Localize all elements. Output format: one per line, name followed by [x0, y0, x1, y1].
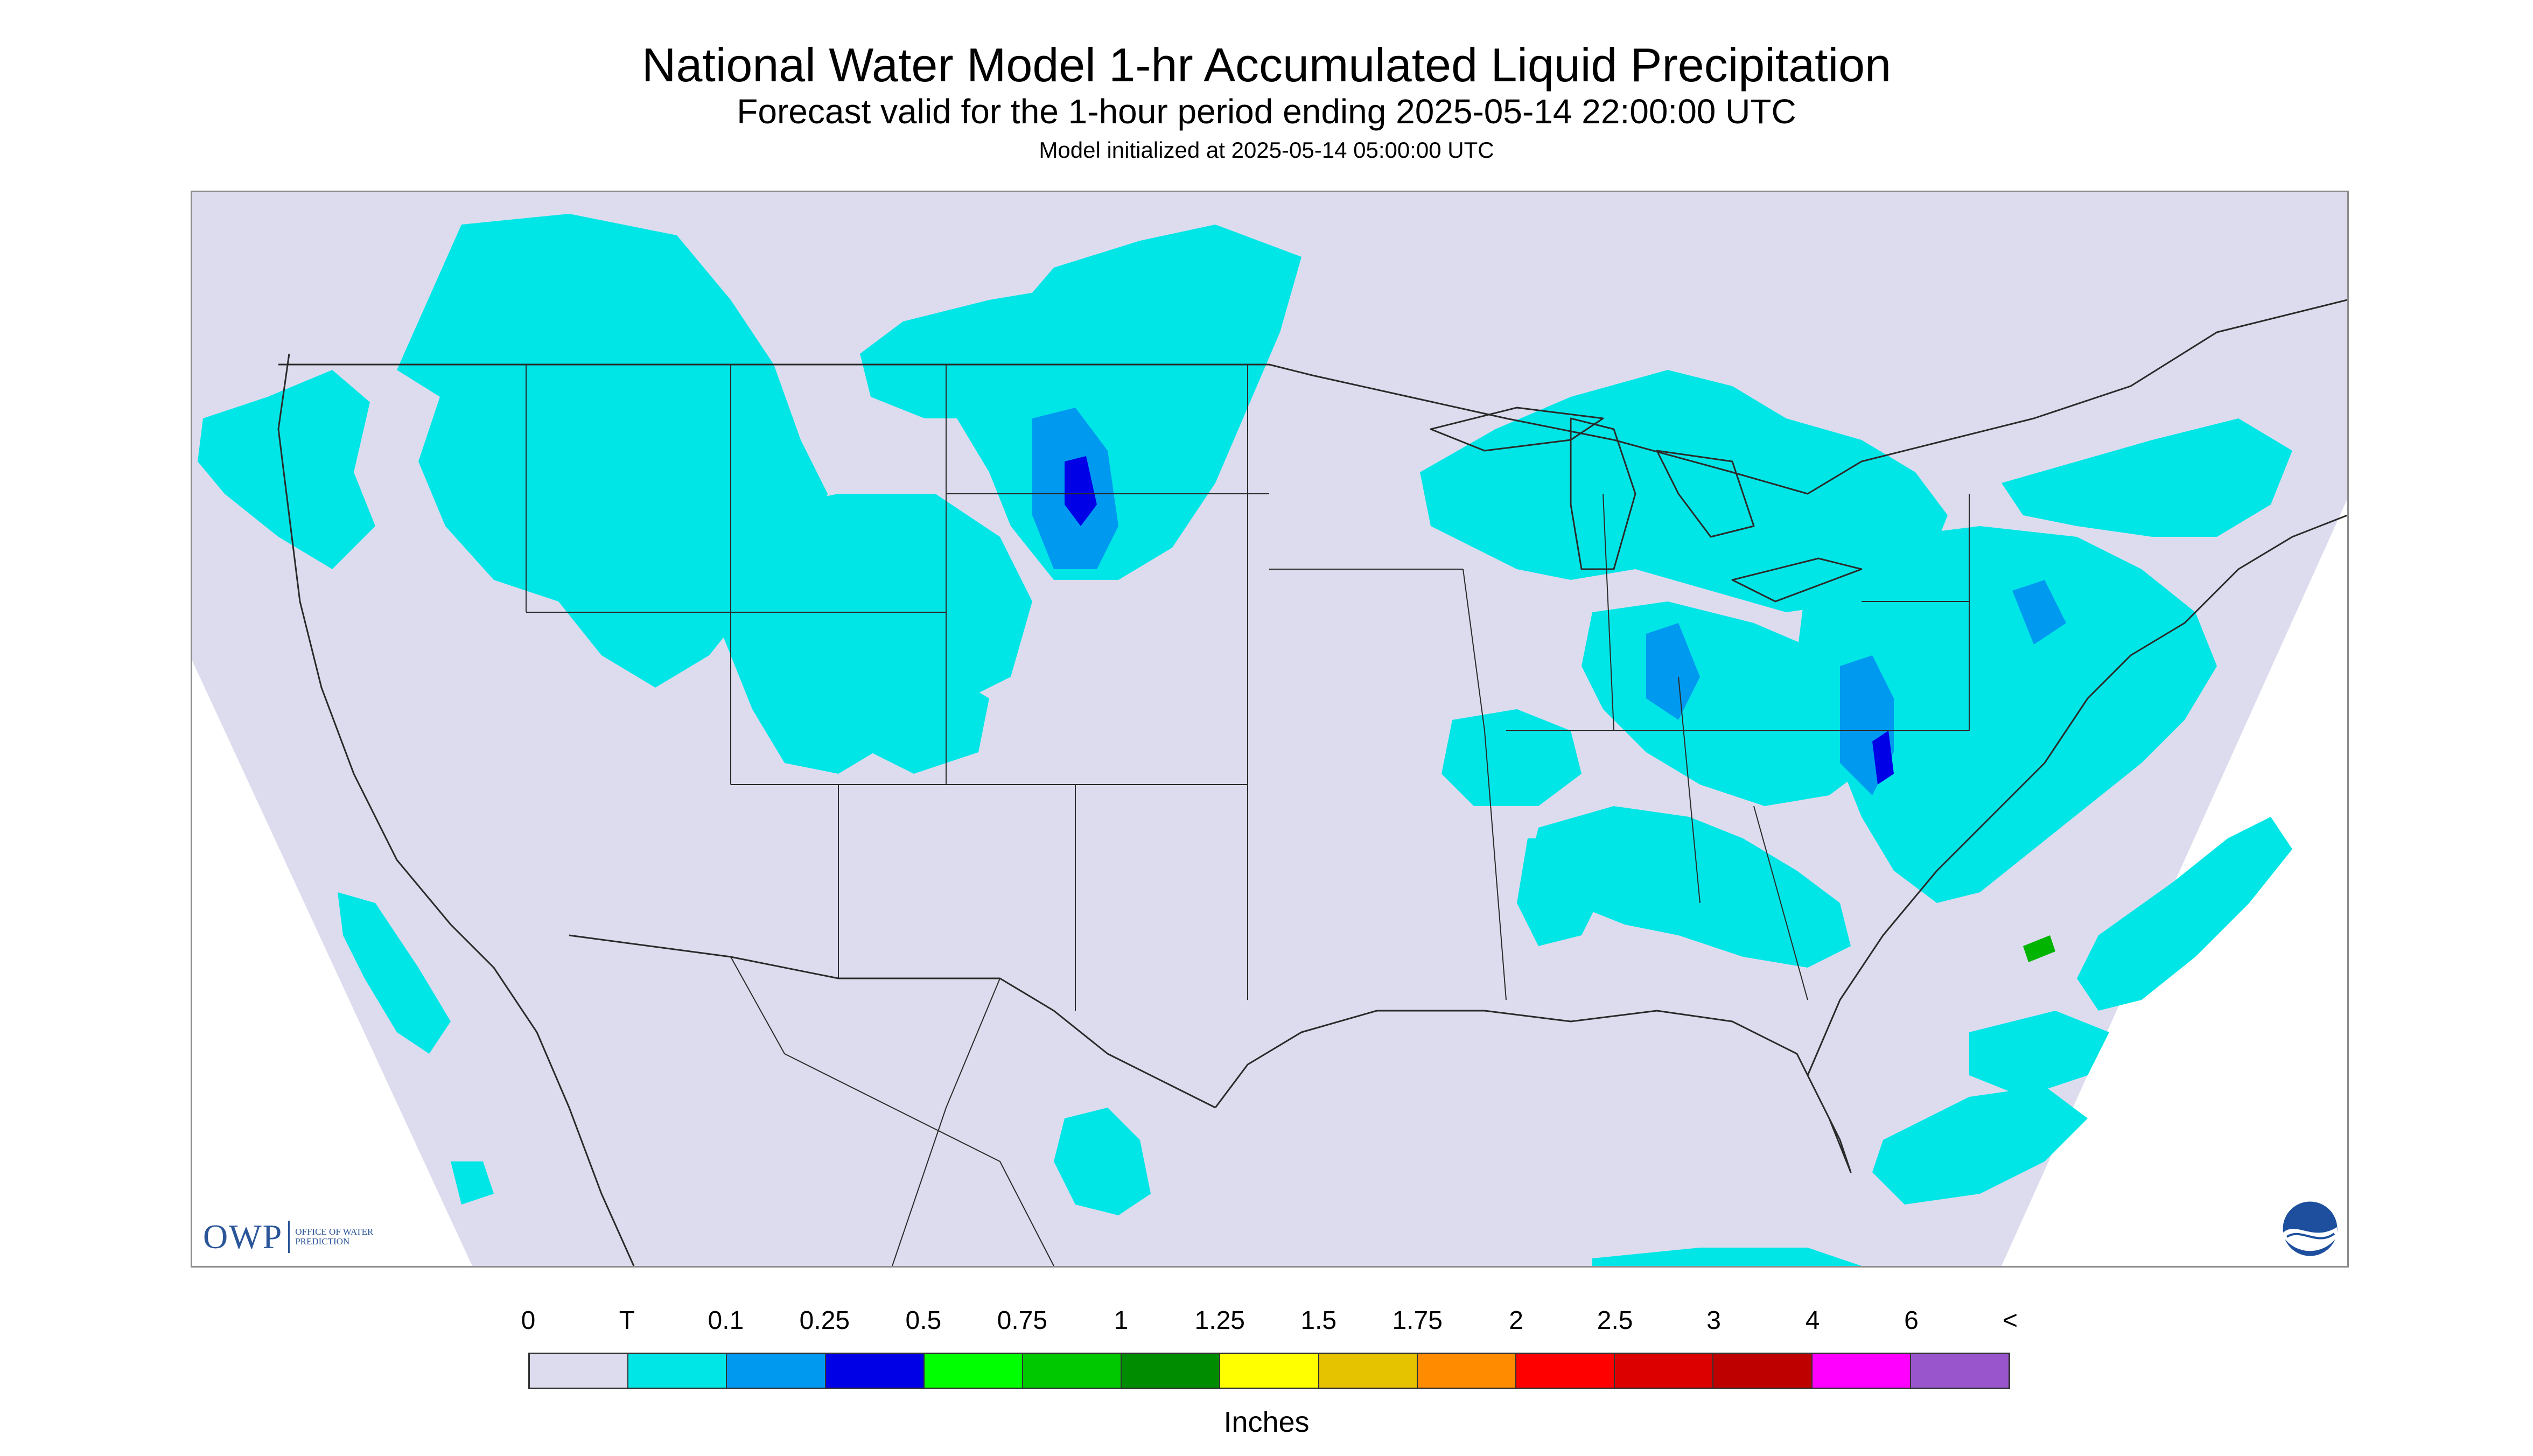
political-boundaries [277, 299, 2347, 1266]
legend-label-0: 0 [521, 1306, 536, 1335]
legend-swatch-13 [1812, 1354, 1911, 1388]
legend-label-13: 4 [1805, 1306, 1820, 1335]
map-subtitle: Forecast valid for the 1-hour period end… [737, 92, 1796, 131]
legend-label-12: 3 [1706, 1306, 1721, 1335]
lake-superior [1430, 407, 1604, 452]
legend-swatch-8 [1319, 1354, 1418, 1388]
legend-swatch-2 [727, 1354, 826, 1388]
legend-swatch-1 [628, 1354, 727, 1388]
precip-ny-core [2012, 580, 2066, 645]
legend-label-7: 1.25 [1194, 1306, 1245, 1335]
precip-color-legend [528, 1353, 2010, 1389]
legend-label-3: 0.25 [799, 1306, 850, 1335]
legend-swatch-12 [1713, 1354, 1813, 1388]
gulf-coast [1214, 514, 2347, 1173]
legend-swatch-5 [1023, 1354, 1122, 1388]
owp-mark: OWP [203, 1217, 283, 1256]
legend-label-9: 1.75 [1392, 1306, 1443, 1335]
precip-northeast [2002, 418, 2292, 537]
owp-logo: OWP OFFICE OF WATER PREDICTION [203, 1215, 376, 1258]
map-title: National Water Model 1-hr Accumulated Li… [641, 38, 1892, 92]
precip-northern-plains [914, 225, 1302, 580]
legend-label-1: T [619, 1306, 635, 1335]
legend-units: Inches [1223, 1406, 1310, 1438]
precip-atlantic-offshore-3 [1872, 1086, 2088, 1205]
precip-ohio-core [1646, 623, 1700, 720]
precip-southern-mexico [1054, 1108, 1151, 1215]
precip-mid-atlantic [1797, 526, 2217, 903]
legend-labels: 0 T 0.1 0.25 0.5 0.75 1 1.25 1.5 1.75 2 2.5 3 4 6 < [521, 1306, 2018, 1338]
precip-trace-areas [198, 214, 2292, 1266]
map-panel: OWP OFFICE OF WATER PREDICTION [191, 191, 2349, 1268]
precip-missouri [1442, 709, 1582, 806]
legend-label-11: 2.5 [1597, 1306, 1633, 1335]
legend-swatch-10 [1516, 1354, 1615, 1388]
noaa-logo-icon [2281, 1200, 2339, 1258]
precip-quarter-areas [1065, 456, 1894, 785]
precip-atlantic-offshore-2 [1969, 1011, 2109, 1097]
precip-great-lakes [1420, 370, 1948, 612]
legend-label-2: 0.1 [708, 1306, 744, 1335]
legend-swatch-4 [924, 1354, 1024, 1388]
precip-atlantic-offshore-1 [2077, 817, 2292, 1011]
precip-baja-offshore [451, 1161, 494, 1205]
legend-swatch-14 [1911, 1354, 2009, 1388]
legend-label-4: 0.5 [905, 1306, 942, 1335]
owp-separator [288, 1221, 290, 1253]
lake-michigan [1570, 417, 1636, 570]
legend-swatch-0 [530, 1354, 629, 1388]
precip-green-areas [2023, 935, 2055, 962]
legend-swatch-3 [825, 1354, 925, 1388]
legend-swatch-6 [1122, 1354, 1221, 1388]
us-canada-border [278, 299, 2347, 495]
precip-california-offshore [338, 892, 451, 1054]
lake-huron-erie [1656, 450, 1863, 603]
precip-caribbean [1592, 1248, 1862, 1266]
legend-swatch-7 [1220, 1354, 1319, 1388]
legend-swatch-9 [1417, 1354, 1517, 1388]
precip-pacific-northwest [198, 370, 375, 569]
precip-va-peak [1872, 731, 1894, 785]
us-mexico-border [569, 934, 1216, 1109]
precip-southeast [1528, 806, 1851, 968]
state-lines [526, 365, 1970, 1011]
pacific-coast [277, 353, 635, 1266]
precip-atlantic-green [2023, 935, 2055, 962]
owp-office-text: OFFICE OF WATER PREDICTION [295, 1227, 374, 1247]
legend-label-10: 2 [1509, 1306, 1524, 1335]
legend-label-14: 6 [1904, 1306, 1919, 1335]
legend-label-6: 1 [1114, 1306, 1129, 1335]
model-init-text: Model initialized at 2025-05-14 05:00:00… [1039, 137, 1494, 163]
mexico-internal [730, 956, 1054, 1266]
legend-label-15: < [2002, 1306, 2018, 1335]
legend-label-8: 1.5 [1300, 1306, 1337, 1335]
precip-texas-east [1517, 838, 1603, 946]
precip-dakota-peak [1065, 456, 1097, 526]
precip-utah-south [860, 655, 989, 774]
precipitation-map [192, 192, 2347, 1266]
legend-label-5: 0.75 [997, 1306, 1048, 1335]
legend-swatch-11 [1615, 1354, 1714, 1388]
